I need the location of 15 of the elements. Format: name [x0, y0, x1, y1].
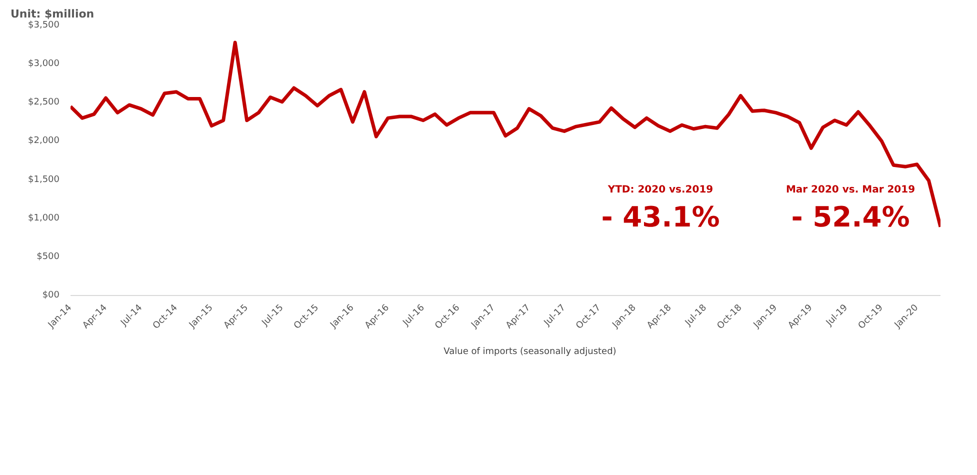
- y-tick-label: $500: [36, 252, 60, 262]
- line-series: [70, 40, 940, 229]
- text: Value of imports (seasonally adjusted): [444, 347, 616, 357]
- y-tick-label: $2,500: [28, 98, 60, 108]
- y-tick-label: $3,000: [28, 59, 60, 70]
- y-tick-label: $00: [42, 290, 60, 300]
- annotation: Mar 2020 vs. Mar 2019: [786, 184, 916, 196]
- annotation: - 43.1%: [601, 200, 720, 234]
- y-tick-label: $2,000: [28, 136, 60, 146]
- y-tick-label: $1,500: [28, 174, 60, 185]
- annotation: YTD: 2020 vs.2019: [606, 184, 714, 196]
- y-tick-label: $1,000: [28, 213, 60, 224]
- text: Unit: $million: [10, 8, 94, 20]
- y-tick-label: $3,500: [28, 20, 60, 30]
- annotation: - 52.4%: [791, 200, 910, 234]
